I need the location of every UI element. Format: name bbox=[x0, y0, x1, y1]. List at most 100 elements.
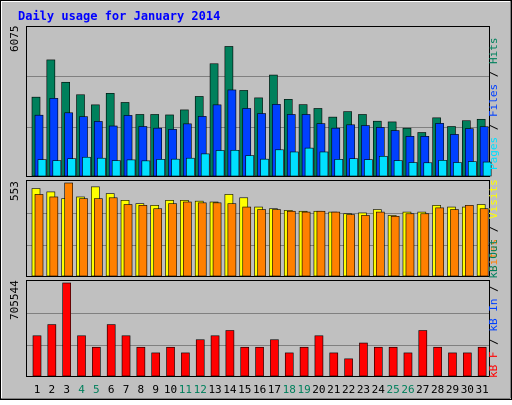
bar-kbytes-day-3 bbox=[62, 282, 71, 377]
day-label-15: 15 bbox=[238, 383, 251, 396]
day-label-21: 21 bbox=[327, 383, 340, 396]
bar-pages-day-27 bbox=[423, 162, 433, 177]
bar-pages-day-25 bbox=[393, 160, 403, 177]
bar-kbytes-day-11 bbox=[181, 352, 190, 377]
bar-sites-day-24 bbox=[375, 211, 385, 277]
bar-kbytes-day-25 bbox=[388, 346, 398, 377]
bar-pages-day-13 bbox=[215, 150, 225, 177]
bar-kbytes-day-18 bbox=[284, 352, 294, 377]
bar-sites-day-5 bbox=[94, 198, 103, 277]
legend-sep-4: / bbox=[487, 332, 500, 352]
day-label-30: 30 bbox=[461, 383, 474, 396]
bar-sites-day-14 bbox=[227, 203, 237, 277]
bar-kbytes-day-22 bbox=[344, 358, 353, 377]
bar-kbytes-day-8 bbox=[136, 346, 146, 377]
bar-sites-day-4 bbox=[79, 198, 88, 277]
day-label-18: 18 bbox=[283, 383, 296, 396]
legend-kbytes: kB F / kB In / kB Out bbox=[487, 239, 500, 378]
bar-kbytes-day-12 bbox=[195, 339, 205, 377]
bar-sites-day-26 bbox=[405, 213, 415, 277]
day-label-7: 7 bbox=[123, 383, 130, 396]
bar-sites-day-6 bbox=[108, 197, 118, 277]
bar-pages-day-1 bbox=[37, 159, 47, 177]
bar-sites-day-9 bbox=[153, 208, 163, 277]
bar-kbytes-day-29 bbox=[448, 352, 457, 377]
day-label-17: 17 bbox=[268, 383, 281, 396]
bar-pages-day-4 bbox=[82, 156, 91, 177]
legend-sep-2: / bbox=[487, 64, 500, 84]
bar-pages-day-14 bbox=[230, 149, 240, 177]
bar-sites-day-30 bbox=[465, 205, 474, 277]
bar-sites-day-12 bbox=[197, 202, 207, 277]
bar-sites-day-11 bbox=[183, 201, 192, 277]
legend-hits-files-pages: Pages / Files / Hits bbox=[487, 38, 500, 171]
bar-sites-day-17 bbox=[272, 209, 281, 277]
bar-pages-day-6 bbox=[111, 160, 121, 177]
bar-kbytes-day-2 bbox=[47, 324, 57, 377]
bar-pages-day-23 bbox=[364, 159, 373, 177]
bar-pages-day-31 bbox=[482, 161, 492, 177]
day-label-22: 22 bbox=[342, 383, 355, 396]
bar-pages-day-24 bbox=[378, 155, 388, 177]
bar-pages-day-10 bbox=[171, 158, 180, 177]
bar-kbytes-day-10 bbox=[166, 346, 175, 377]
bar-pages-day-16 bbox=[260, 158, 269, 177]
bar-sites-day-23 bbox=[361, 215, 370, 277]
bar-sites-day-19 bbox=[301, 211, 311, 277]
bar-kbytes-day-27 bbox=[418, 330, 428, 377]
day-label-16: 16 bbox=[253, 383, 266, 396]
bar-pages-day-8 bbox=[141, 160, 151, 177]
legend-sep-5: / bbox=[487, 279, 500, 299]
chart-title: Daily usage for January 2014 bbox=[18, 9, 220, 23]
day-label-14: 14 bbox=[223, 383, 237, 396]
legend-sep-1: / bbox=[487, 117, 500, 137]
bar-kbytes-day-19 bbox=[299, 346, 309, 377]
bar-kbytes-day-6 bbox=[106, 324, 116, 377]
legend-visits-sites: Sites / Visits bbox=[487, 179, 500, 272]
bar-sites-day-7 bbox=[123, 204, 133, 277]
bar-kbytes-day-7 bbox=[121, 335, 131, 377]
bar-sites-day-25 bbox=[390, 215, 400, 277]
bar-kbytes-day-4 bbox=[77, 335, 86, 377]
bar-pages-day-17 bbox=[275, 149, 284, 177]
bar-pages-day-5 bbox=[97, 157, 106, 177]
day-label-2: 2 bbox=[49, 383, 56, 396]
bar-pages-day-3 bbox=[67, 158, 76, 177]
day-label-5: 5 bbox=[93, 383, 100, 396]
day-label-10: 10 bbox=[164, 383, 177, 396]
legend-sites: Sites bbox=[487, 239, 500, 272]
day-label-12: 12 bbox=[194, 383, 207, 396]
bar-pages-day-11 bbox=[186, 157, 195, 177]
day-label-29: 29 bbox=[446, 383, 459, 396]
day-label-11: 11 bbox=[179, 383, 192, 396]
bar-sites-day-13 bbox=[212, 202, 222, 277]
bar-pages-day-7 bbox=[126, 159, 136, 177]
visits-panel-ymax-label: 553 bbox=[8, 181, 21, 201]
bar-sites-day-22 bbox=[346, 214, 355, 277]
bar-pages-day-18 bbox=[289, 151, 299, 177]
bar-pages-day-29 bbox=[453, 162, 462, 177]
day-label-31: 31 bbox=[476, 383, 489, 396]
bar-kbytes-day-26 bbox=[403, 352, 413, 377]
bar-pages-day-26 bbox=[408, 162, 418, 177]
bar-pages-day-20 bbox=[319, 151, 329, 177]
bar-sites-day-18 bbox=[286, 210, 296, 277]
legend-pages: Pages bbox=[487, 137, 500, 170]
bar-sites-day-28 bbox=[435, 207, 444, 277]
bar-kbytes-day-14 bbox=[225, 330, 235, 377]
day-label-13: 13 bbox=[208, 383, 221, 396]
legend-sep-3: / bbox=[487, 219, 500, 239]
bar-kbytes-day-28 bbox=[433, 346, 442, 377]
day-label-4: 4 bbox=[78, 383, 85, 396]
bar-kbytes-day-16 bbox=[255, 346, 264, 377]
bar-sites-day-20 bbox=[316, 210, 326, 277]
kbytes-panel-ymax-label: 705544 bbox=[8, 280, 21, 320]
bar-sites-day-29 bbox=[450, 209, 459, 277]
bar-kbytes-day-30 bbox=[463, 352, 472, 377]
bar-kbytes-day-20 bbox=[314, 335, 324, 377]
bar-pages-day-22 bbox=[349, 158, 358, 177]
bar-kbytes-day-17 bbox=[270, 339, 279, 377]
bar-sites-day-10 bbox=[168, 203, 177, 277]
legend-hits: Hits bbox=[487, 38, 500, 65]
